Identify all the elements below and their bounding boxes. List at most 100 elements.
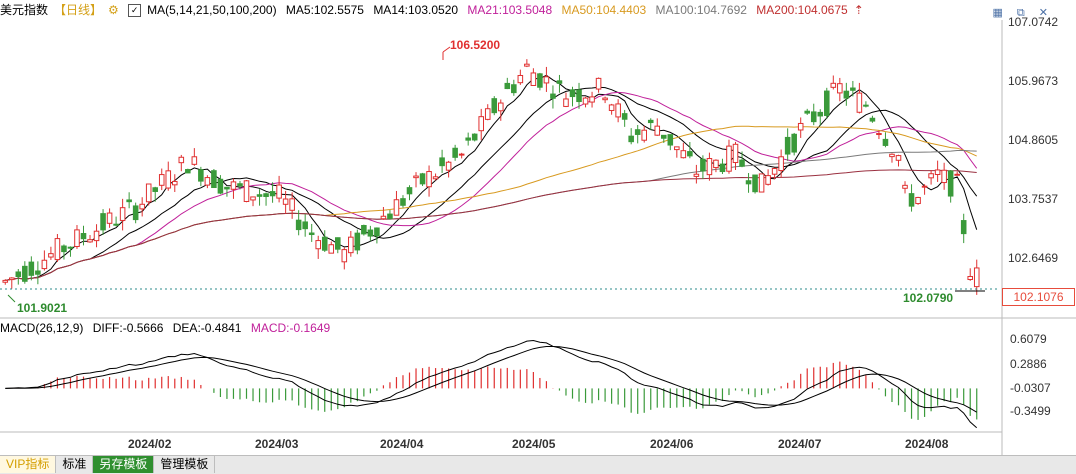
candle-body	[8, 277, 15, 281]
candle-body	[537, 73, 543, 88]
candle-body	[158, 174, 165, 186]
candle-body	[361, 225, 367, 235]
candle-body	[719, 163, 726, 173]
candle-body	[771, 168, 778, 175]
candle-body	[132, 205, 139, 221]
moving-average-lines	[5, 74, 978, 281]
date-label-6: 2024/08	[905, 437, 949, 451]
candle-body	[628, 135, 634, 143]
candlesticks	[2, 59, 980, 295]
candle-body	[113, 223, 119, 226]
macd-value: MACD:-0.1649	[250, 321, 331, 335]
candle-body	[452, 147, 458, 158]
template-tab-bar: VIP指标 标准 另存模板 管理模板	[0, 455, 1076, 474]
candle-body	[250, 196, 256, 201]
candle-body	[178, 156, 185, 164]
candle-body	[921, 185, 928, 188]
candle-body	[823, 90, 830, 116]
candle-body	[576, 89, 582, 103]
ma-toggle-icon[interactable]: ✓	[128, 4, 142, 18]
candle-body	[511, 84, 517, 94]
candle-body	[224, 186, 230, 190]
period-selector[interactable]: 【日线】	[54, 3, 103, 17]
tab-vip-indicators[interactable]: VIP指标	[0, 456, 57, 473]
date-label-4: 2024/06	[650, 437, 694, 451]
candle-body	[830, 82, 837, 88]
candle-body	[667, 134, 674, 146]
candle-body	[856, 92, 863, 113]
candle-body	[660, 134, 667, 139]
candle-body	[419, 173, 426, 185]
macd-dea: DEA:-0.4841	[172, 321, 242, 335]
candle-body	[778, 156, 784, 172]
macd-axis-label-2: -0.0307	[1010, 381, 1051, 395]
price-axis-label-1: 105.9673	[1008, 74, 1058, 88]
layout-icon[interactable]: ▦	[992, 7, 1011, 19]
ma5-value: MA5:102.5575	[285, 3, 364, 17]
candle-body	[641, 129, 648, 141]
candle-body	[302, 221, 308, 230]
candle-body	[263, 193, 269, 197]
candle-body	[400, 198, 406, 206]
candle-body	[973, 267, 980, 288]
candle-body	[315, 240, 322, 250]
candle-body	[791, 133, 797, 153]
candle-body	[87, 239, 93, 243]
candle-body	[889, 153, 895, 158]
candle-body	[517, 74, 524, 84]
candle-body	[810, 111, 817, 123]
current-price-tag: 102.1076	[1002, 288, 1075, 306]
candle-body	[341, 249, 348, 263]
candle-body	[615, 103, 621, 118]
candle-body	[732, 143, 739, 164]
candle-body	[256, 194, 263, 197]
close-icon[interactable]: ✕	[1038, 7, 1056, 19]
tab-manage-templates[interactable]: 管理模板	[154, 456, 216, 473]
candle-body	[713, 159, 719, 169]
ma200-value: MA200:104.0675	[756, 3, 848, 17]
candle-body	[726, 145, 732, 172]
candle-body	[432, 176, 439, 180]
low-left-annotation: 101.9021	[17, 301, 67, 315]
candle-body	[784, 136, 791, 155]
date-label-5: 2024/07	[778, 437, 822, 451]
ma100-value: MA100:104.7692	[655, 3, 747, 17]
candle-body	[2, 279, 9, 283]
candle-body	[276, 184, 282, 199]
price-axis-label-2: 104.8605	[1008, 133, 1058, 147]
restore-icon[interactable]: ⧉	[1016, 7, 1033, 19]
settings-icon[interactable]: ⚙	[108, 3, 119, 17]
candle-body	[126, 199, 132, 203]
macd-diff: DIFF:-0.5666	[92, 321, 164, 335]
candle-body	[863, 104, 869, 107]
candle-body	[895, 155, 902, 161]
candle-body	[191, 156, 198, 165]
macd-axis-label-1: 0.2886	[1010, 357, 1047, 371]
tab-save-template[interactable]: 另存模板	[93, 456, 155, 473]
candle-body	[928, 173, 934, 179]
candle-body	[817, 111, 824, 117]
date-label-0: 2024/02	[128, 437, 172, 451]
candle-body	[869, 117, 876, 122]
ma21-value: MA21:103.5048	[467, 3, 553, 17]
candle-body	[543, 76, 550, 84]
low-left-marker	[7, 294, 16, 303]
macd-dea-line	[5, 346, 977, 413]
candle-body	[185, 169, 191, 174]
candle-body	[524, 63, 530, 67]
date-label-1: 2024/03	[255, 437, 299, 451]
candle-body	[321, 236, 328, 251]
candle-body	[582, 97, 589, 105]
candle-body	[35, 270, 41, 275]
price-axis-label-4: 102.6469	[1008, 251, 1058, 265]
candle-body	[93, 230, 100, 242]
macd-histogram	[11, 361, 978, 420]
high-annotation: 106.5200	[450, 38, 500, 52]
pin-icon[interactable]: ⇡	[853, 3, 864, 17]
window-controls[interactable]: ▦ ⧉ ✕	[993, 3, 1062, 23]
candle-body	[243, 180, 250, 202]
price-chart[interactable]: 107.0742 105.9673 104.8605 103.7537 102.…	[0, 0, 1076, 455]
candle-body	[589, 96, 595, 103]
candle-body	[491, 98, 498, 114]
tab-standard[interactable]: 标准	[56, 456, 94, 473]
